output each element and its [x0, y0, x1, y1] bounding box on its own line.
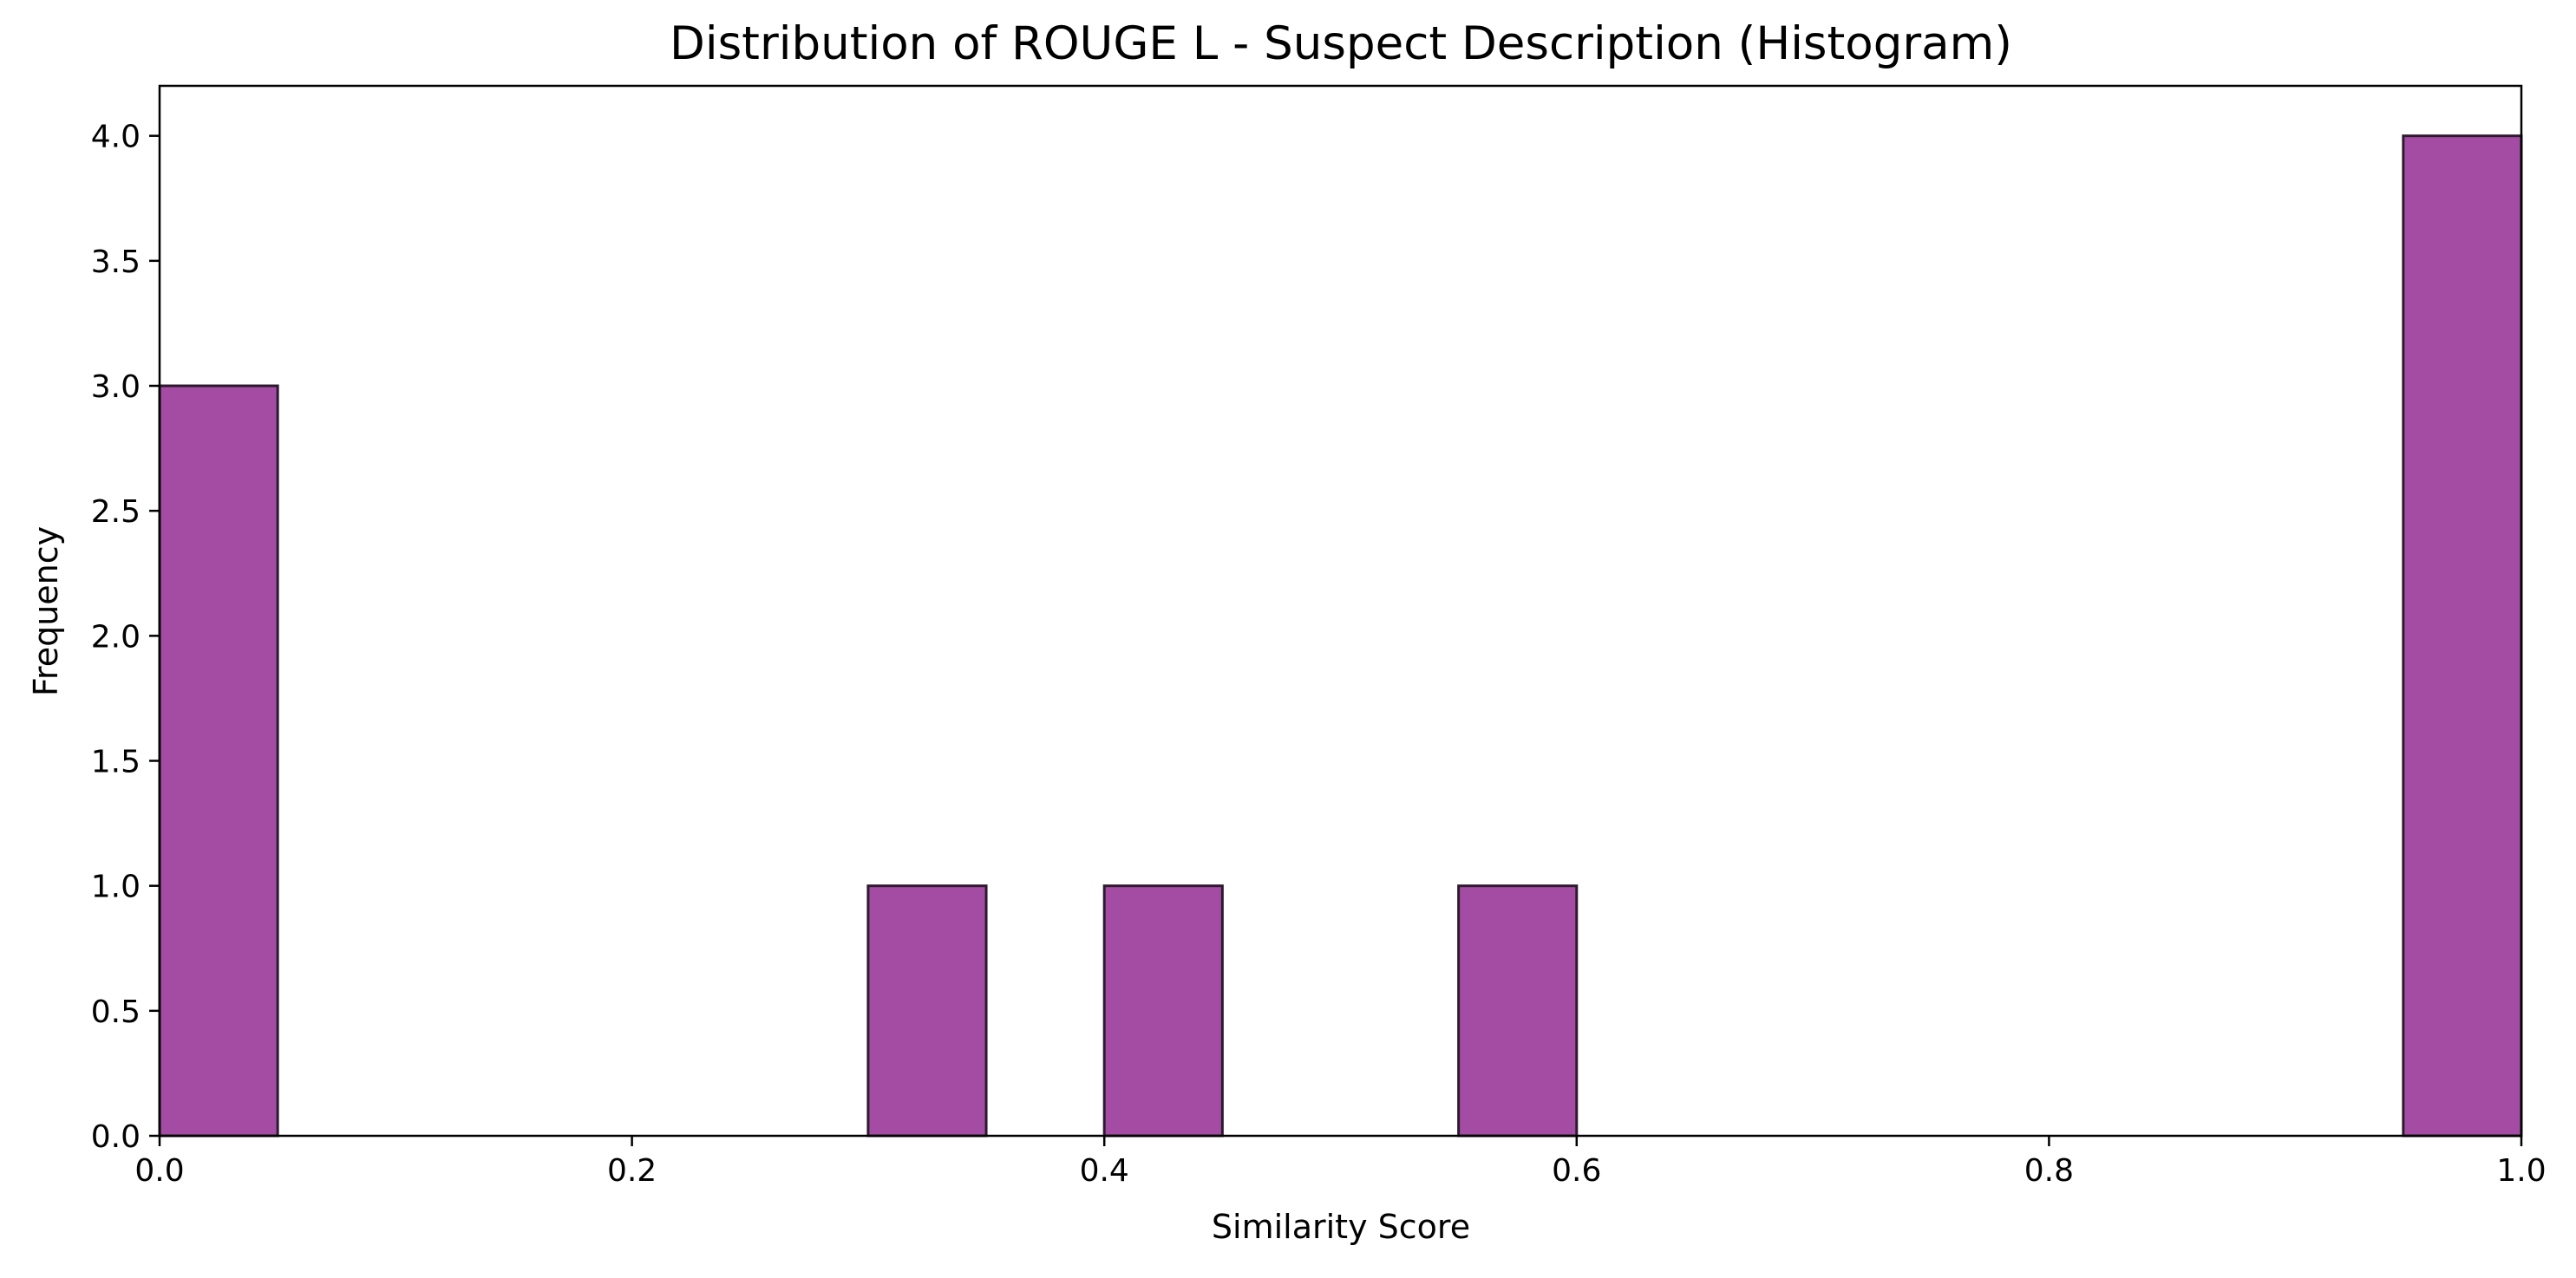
- x-tick-label-3: 0.6: [1552, 1153, 1601, 1189]
- y-tick-label-7: 3.5: [91, 245, 141, 280]
- x-tick-label-4: 0.8: [2024, 1153, 2074, 1189]
- plot-frame: [158, 84, 2523, 1138]
- y-tick-label-6: 3.0: [91, 369, 141, 405]
- y-axis-ticks: 0.0 0.5 1.0 1.5 2.0 2.5 3.0 3.5 4.0: [91, 120, 160, 1155]
- y-tick-label-0: 0.0: [91, 1119, 141, 1155]
- x-tick-label-1: 0.2: [607, 1153, 657, 1189]
- y-tick-label-4: 2.0: [91, 619, 141, 655]
- histogram-bar-4: [2402, 134, 2523, 1138]
- histogram-bar-2: [1102, 884, 1224, 1138]
- histogram-bar-0: [158, 384, 279, 1138]
- y-tick-label-1: 0.5: [91, 994, 141, 1030]
- x-tick-label-5: 1.0: [2496, 1153, 2546, 1189]
- histogram-bar-1: [866, 884, 988, 1138]
- y-tick-label-8: 4.0: [91, 120, 141, 155]
- bars-layer: [158, 134, 2523, 1138]
- y-tick-label-3: 1.5: [91, 745, 141, 780]
- y-axis-label: Frequency: [27, 526, 65, 696]
- y-tick-label-2: 1.0: [91, 870, 141, 905]
- y-tick-label-5: 2.5: [91, 494, 141, 530]
- x-tick-label-0: 0.0: [134, 1153, 184, 1189]
- x-axis-label: Similarity Score: [1212, 1208, 1470, 1246]
- x-axis-ticks: 0.0 0.2 0.4 0.6 0.8 1.0: [134, 1136, 2547, 1189]
- histogram-bar-3: [1457, 884, 1579, 1138]
- chart-title: Distribution of ROUGE L - Suspect Descri…: [670, 17, 2012, 70]
- x-tick-label-2: 0.4: [1080, 1153, 1129, 1189]
